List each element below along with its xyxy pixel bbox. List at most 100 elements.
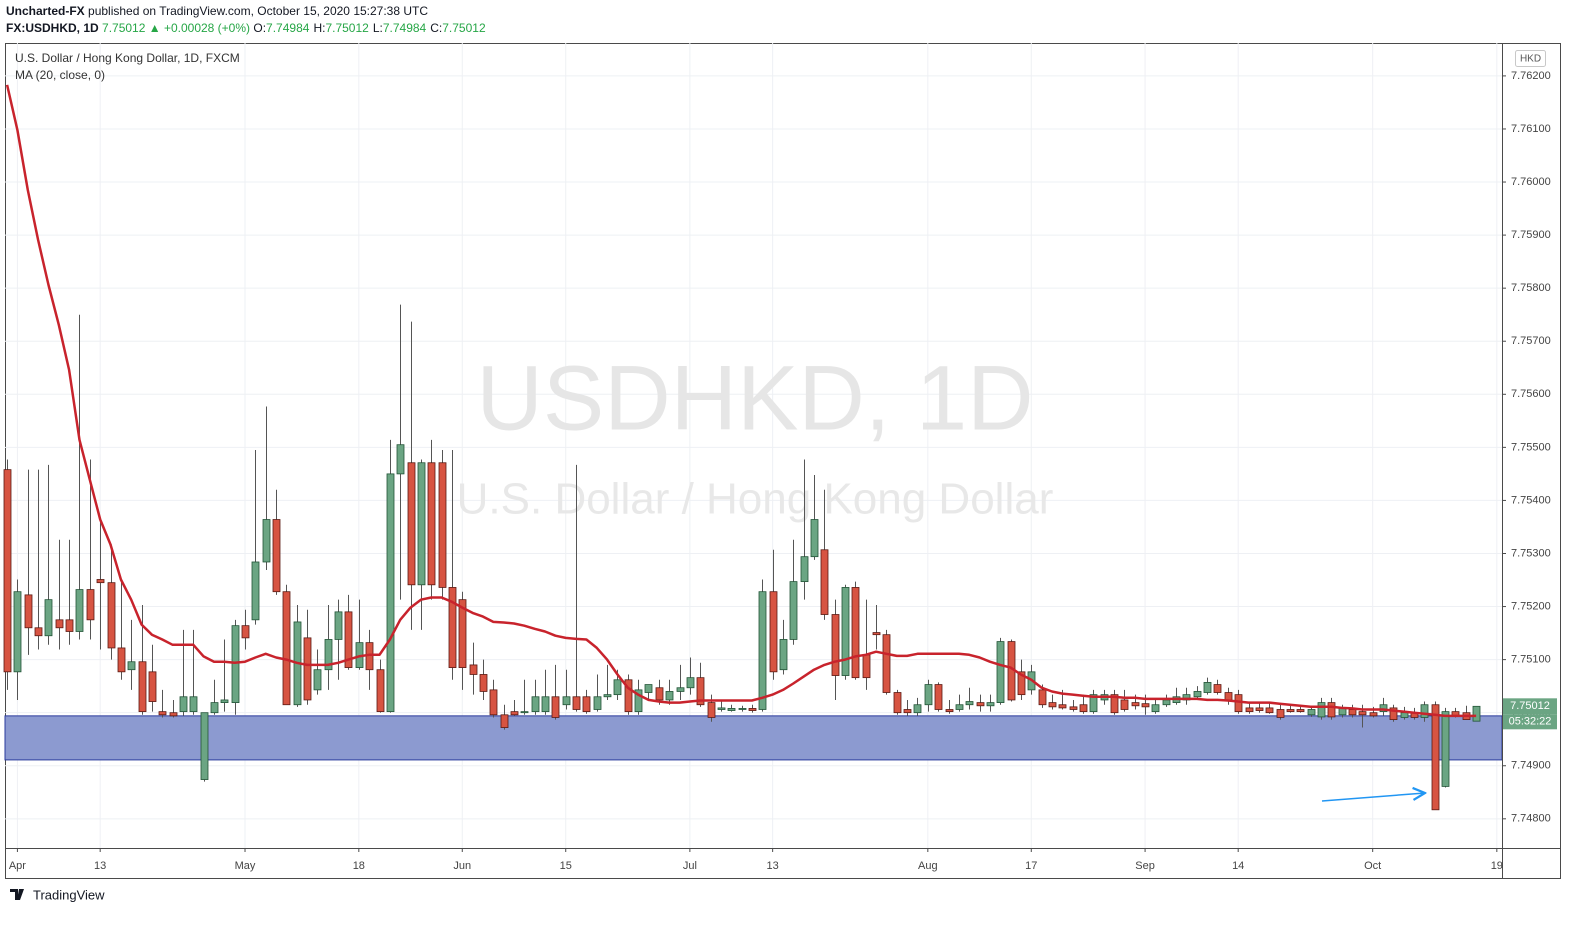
watermark-subtitle: U.S. Dollar / Hong Kong Dollar bbox=[457, 475, 1054, 524]
candle-body bbox=[24, 594, 33, 629]
candle-body bbox=[551, 696, 560, 718]
candle-body bbox=[189, 696, 198, 713]
candle-body bbox=[334, 611, 343, 640]
ohlc-label: L: bbox=[372, 21, 383, 35]
candle-body bbox=[1151, 704, 1160, 713]
candle-body bbox=[624, 679, 633, 713]
candle-body bbox=[1276, 709, 1285, 718]
candle-body bbox=[262, 519, 271, 563]
support-zone bbox=[4, 715, 1503, 761]
candle-body bbox=[696, 677, 705, 706]
candle-body bbox=[3, 469, 12, 673]
candle-body bbox=[1358, 711, 1367, 716]
y-tick-label: 7.75500 bbox=[1511, 441, 1551, 453]
candle-body bbox=[458, 599, 467, 668]
candle-body bbox=[75, 589, 84, 632]
candle-body bbox=[417, 462, 426, 586]
candle-body bbox=[872, 632, 881, 636]
candle-body bbox=[1296, 709, 1305, 713]
candle-body bbox=[427, 462, 436, 586]
candle-body bbox=[644, 684, 653, 693]
x-tick-label: 14 bbox=[1232, 860, 1244, 872]
candle-body bbox=[86, 589, 95, 621]
candle-body bbox=[1245, 707, 1254, 713]
candle-body bbox=[996, 641, 1005, 704]
candle-body bbox=[634, 689, 643, 713]
ohlc-label: H: bbox=[313, 21, 326, 35]
candle-body bbox=[562, 696, 571, 706]
x-tick-label: Oct bbox=[1364, 860, 1381, 872]
x-tick-label: 15 bbox=[560, 860, 572, 872]
candle-body bbox=[862, 654, 871, 679]
publish-line: Uncharted-FX published on TradingView.co… bbox=[6, 4, 428, 18]
candle-body bbox=[976, 702, 985, 707]
candle-body bbox=[96, 579, 105, 584]
candle-body bbox=[758, 591, 767, 710]
candle-body bbox=[1193, 691, 1202, 698]
candle-body bbox=[396, 444, 405, 475]
x-tick-label: 18 bbox=[353, 860, 365, 872]
candle-body bbox=[448, 587, 457, 668]
y-tick-label: 7.75300 bbox=[1511, 547, 1551, 559]
candle-body bbox=[231, 625, 240, 704]
candle-body bbox=[169, 712, 178, 717]
candle-body bbox=[500, 714, 509, 728]
ohlc: O:7.74984 H:7.75012 L:7.74984 C:7.75012 bbox=[253, 21, 489, 35]
candle-body bbox=[810, 519, 819, 558]
brand-name: TradingView bbox=[33, 887, 105, 902]
candle-body bbox=[65, 619, 74, 632]
candle-body bbox=[986, 702, 995, 707]
candle-body bbox=[1348, 709, 1357, 716]
price-change: ▲ +0.00028 (+0%) bbox=[148, 21, 251, 35]
x-tick-label: 19 bbox=[1491, 860, 1503, 872]
candle-body bbox=[727, 708, 736, 711]
candle-body bbox=[1234, 694, 1243, 713]
x-tick-label: 13 bbox=[94, 860, 106, 872]
candle-body bbox=[1089, 694, 1098, 713]
candle-body bbox=[1048, 702, 1057, 708]
candle-body bbox=[1255, 707, 1264, 711]
candle-body bbox=[1162, 699, 1171, 706]
candle-body bbox=[282, 591, 291, 706]
y-tick-label: 7.75800 bbox=[1511, 282, 1551, 294]
last-price-tag bbox=[1503, 698, 1557, 715]
candle-body bbox=[955, 704, 964, 710]
candle-body bbox=[1038, 689, 1047, 706]
candle-body bbox=[107, 582, 116, 649]
publish-info: published on TradingView.com, October 15… bbox=[88, 4, 429, 18]
candle-body bbox=[945, 709, 954, 713]
currency-box bbox=[1515, 50, 1546, 67]
candle-body bbox=[1327, 702, 1336, 718]
candle-body bbox=[841, 587, 850, 676]
candle-body bbox=[489, 689, 498, 716]
candle-body bbox=[13, 591, 22, 673]
x-tick-label: Jul bbox=[683, 860, 697, 872]
brand-logo bbox=[10, 889, 24, 900]
ohlc-value: 7.74984 bbox=[382, 21, 427, 35]
candle-body bbox=[1110, 694, 1119, 714]
candle-body bbox=[1069, 706, 1078, 710]
candle-body bbox=[1203, 682, 1212, 693]
candle-body bbox=[386, 473, 395, 713]
candle-body bbox=[313, 669, 322, 691]
candle-body bbox=[510, 711, 519, 716]
candle-body bbox=[541, 696, 550, 713]
chart-title: U.S. Dollar / Hong Kong Dollar, 1D, FXCM bbox=[15, 51, 240, 65]
candle-body bbox=[686, 677, 695, 689]
y-tick-label: 7.75400 bbox=[1511, 494, 1551, 506]
candle-body bbox=[479, 674, 488, 692]
candle-body bbox=[913, 704, 922, 714]
candle-body bbox=[200, 712, 209, 780]
y-tick-label: 7.75900 bbox=[1511, 229, 1551, 241]
candle-body bbox=[1224, 692, 1233, 701]
candle-body bbox=[1389, 707, 1398, 720]
candle-body bbox=[469, 664, 478, 675]
candle-body bbox=[800, 556, 809, 583]
candle-body bbox=[717, 707, 726, 710]
candle-body bbox=[210, 702, 219, 714]
candle-body bbox=[603, 694, 612, 698]
y-tick-label: 7.75600 bbox=[1511, 388, 1551, 400]
countdown-tag bbox=[1503, 714, 1557, 730]
candle-body bbox=[344, 611, 353, 668]
